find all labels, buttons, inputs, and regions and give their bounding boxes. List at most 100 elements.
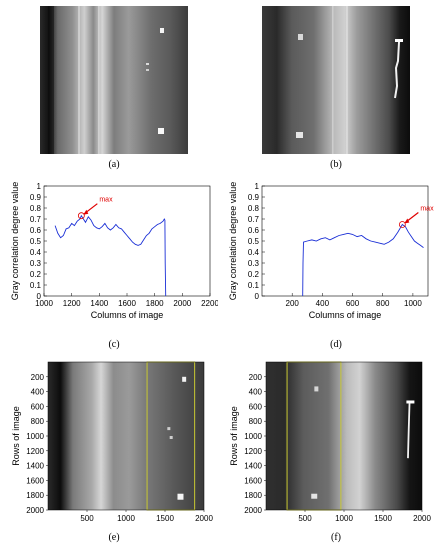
y-tick-label: 1 <box>37 182 42 191</box>
chart-c: 0 0.1 0.2 0.3 0.4 0.5 0.6 0.7 0.8 0.9 1 1000 1200 140… <box>8 178 219 328</box>
y-axis-label: Gray correlation degree value <box>228 182 238 301</box>
x-tick-label: 600 <box>346 299 360 308</box>
x-tick-label: 500 <box>80 514 94 523</box>
y-tick-label: 0.2 <box>248 270 260 279</box>
plot-frame <box>261 185 429 297</box>
x-tick-label: 1800 <box>146 299 164 308</box>
x-tick-label: 800 <box>376 299 390 308</box>
y-tick-label: 0.6 <box>248 226 260 235</box>
defect-spot <box>158 128 164 134</box>
y-tick-label: 0.7 <box>30 215 42 224</box>
y-tick-label: 600 <box>249 402 263 411</box>
x-axis-label: Columns of image <box>91 310 164 320</box>
y-tick-label: 1400 <box>244 462 262 471</box>
x-tick-label: 2000 <box>173 299 191 308</box>
defect-spot <box>146 69 149 71</box>
caption-d: (d) <box>330 339 342 350</box>
y-tick-label: 0.9 <box>30 193 42 202</box>
max-label: max <box>99 197 113 204</box>
x-tick-label: 1500 <box>156 514 174 523</box>
x-tick-label: 2200 <box>201 299 218 308</box>
y-tick-label: 1400 <box>26 462 44 471</box>
y-tick-label: 2000 <box>26 506 44 515</box>
defect-spot <box>160 28 164 33</box>
y-tick-label: 800 <box>249 417 263 426</box>
x-tick-label: 1400 <box>90 299 108 308</box>
y-tick-label: 200 <box>31 373 45 382</box>
y-tick-label: 1200 <box>26 447 44 456</box>
defect-spot <box>311 493 318 499</box>
y-tick-label: 0.6 <box>30 226 42 235</box>
y-tick-label: 0.8 <box>30 204 42 213</box>
x-tick-label: 1500 <box>374 514 392 523</box>
rail-image <box>48 362 204 510</box>
max-label: max <box>420 206 434 213</box>
plot-frame <box>43 185 211 297</box>
defect-spot <box>177 493 184 500</box>
y-tick-label: 1600 <box>244 476 262 485</box>
y-tick-label: 0.2 <box>30 270 42 279</box>
caption-c: (c) <box>108 339 120 350</box>
y-tick-label: 800 <box>31 417 45 426</box>
y-tick-label: 1600 <box>26 476 44 485</box>
y-tick-label: 400 <box>249 388 263 397</box>
defect-spot <box>395 39 403 42</box>
x-tick-label: 200 <box>286 299 300 308</box>
y-tick-label: 1800 <box>26 491 44 500</box>
caption-a: (a) <box>108 159 120 170</box>
y-axis-label: Rows of image <box>11 406 21 466</box>
y-tick-label: 0.3 <box>30 259 42 268</box>
x-tick-label: 2000 <box>195 514 213 523</box>
rail-image-a <box>40 6 188 154</box>
series-line <box>302 223 424 297</box>
x-tick-label: 500 <box>298 514 312 523</box>
x-tick-label: 400 <box>316 299 330 308</box>
chart-d: 0 0.1 0.2 0.3 0.4 0.5 0.6 0.7 0.8 0.9 1 200 400 600 80… <box>226 178 436 328</box>
y-tick-label: 0.7 <box>248 215 260 224</box>
y-tick-label: 0.5 <box>248 237 260 246</box>
rail-image-b <box>262 6 410 154</box>
y-tick-label: 1000 <box>26 432 44 441</box>
y-tick-label: 1800 <box>244 491 262 500</box>
defect-spot <box>406 400 415 404</box>
max-marker <box>77 212 85 220</box>
caption-b: (b) <box>330 159 342 170</box>
y-tick-label: 0.8 <box>248 204 260 213</box>
max-marker <box>398 221 406 228</box>
y-tick-label: 0.4 <box>248 248 260 257</box>
crack-line <box>407 403 411 459</box>
x-tick-label: 1000 <box>35 299 53 308</box>
caption-f: (f) <box>331 532 341 543</box>
y-axis-label: Gray correlation degree value <box>10 182 20 301</box>
y-tick-label: 0.3 <box>248 259 260 268</box>
x-tick-label: 2000 <box>413 514 431 523</box>
y-tick-label: 1 <box>255 182 260 191</box>
y-tick-label: 0.4 <box>30 248 42 257</box>
max-arrow-head <box>83 209 89 215</box>
window-image-e: 200 400 600 800 1000 1200 1400 1600 1800 2000 500 1… <box>8 358 218 528</box>
x-tick-label: 1000 <box>117 514 135 523</box>
rail-image <box>266 362 422 510</box>
y-tick-label: 0.1 <box>248 281 260 290</box>
series-line <box>54 214 167 297</box>
y-axis-label: Rows of image <box>229 406 239 466</box>
y-tick-label: 200 <box>249 373 263 382</box>
y-tick-label: 0.9 <box>248 193 260 202</box>
y-tick-label: 0.5 <box>30 237 42 246</box>
y-tick-label: 600 <box>31 402 45 411</box>
y-tick-label: 2000 <box>244 506 262 515</box>
x-tick-label: 1000 <box>335 514 353 523</box>
x-tick-label: 1000 <box>404 299 422 308</box>
defect-spot <box>296 132 303 138</box>
x-tick-label: 1600 <box>118 299 136 308</box>
y-tick-label: 1000 <box>244 432 262 441</box>
defect-spot <box>169 436 173 439</box>
defect-spot <box>167 427 171 431</box>
crack-line <box>394 41 400 99</box>
y-tick-label: 400 <box>31 388 45 397</box>
x-axis-label: Columns of image <box>309 310 382 320</box>
max-arrow-head <box>404 218 410 224</box>
y-tick-label: 0.1 <box>30 281 42 290</box>
defect-spot <box>314 386 319 392</box>
y-tick-label: 0 <box>255 292 260 301</box>
